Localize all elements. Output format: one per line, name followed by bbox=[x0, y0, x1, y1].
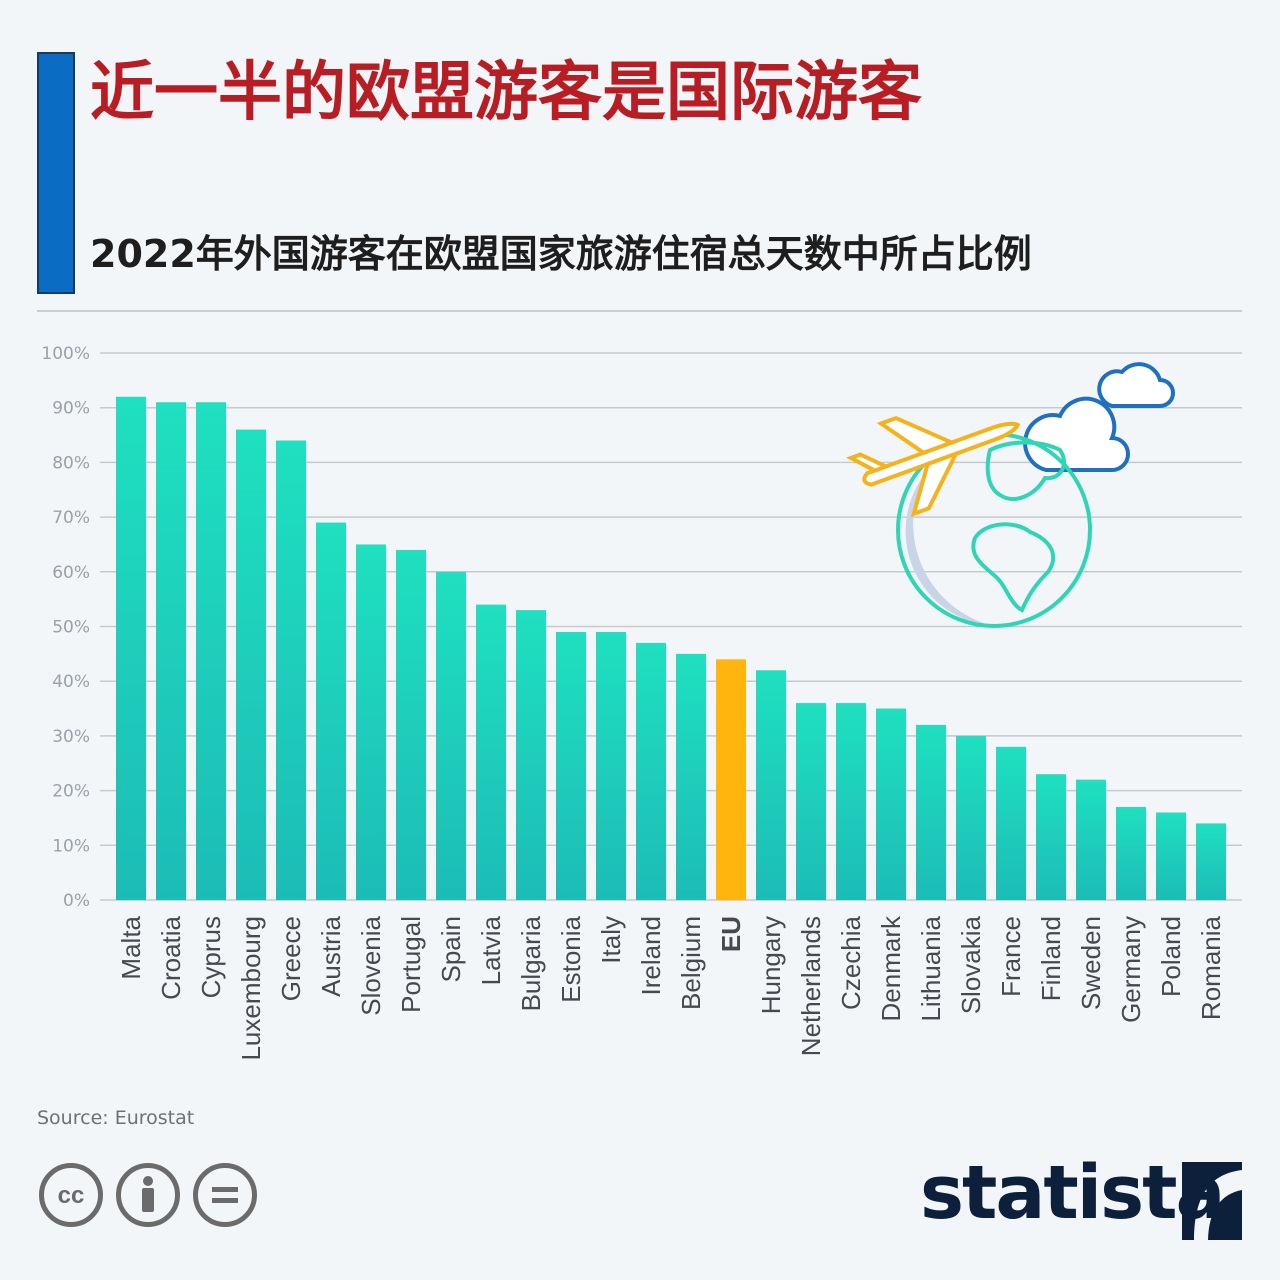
x-tick-label: Belgium bbox=[676, 916, 706, 1010]
x-tick-label: Bulgaria bbox=[516, 915, 546, 1011]
chart-subtitle: 2022年外国游客在欧盟国家旅游住宿总天数中所占比例 bbox=[90, 232, 1032, 276]
cloud-icon bbox=[1097, 362, 1175, 408]
chart-title: 近一半的欧盟游客是国际游客 bbox=[90, 56, 922, 130]
bar-portugal bbox=[396, 549, 426, 900]
x-tick-label: Czechia bbox=[836, 915, 866, 1009]
bars bbox=[116, 396, 1226, 900]
bar-czechia bbox=[836, 703, 866, 900]
x-tick-label: Croatia bbox=[156, 915, 186, 999]
x-tick-label: Austria bbox=[316, 915, 346, 996]
accent-bar bbox=[37, 52, 75, 294]
x-tick-label: Romania bbox=[1196, 915, 1226, 1020]
bar-estonia bbox=[556, 631, 586, 900]
bar-malta bbox=[116, 396, 146, 900]
x-tick-label: Sweden bbox=[1076, 916, 1106, 1010]
bar-cyprus bbox=[196, 402, 226, 900]
airplane-icon bbox=[846, 415, 1021, 517]
x-tick-label: Lithuania bbox=[916, 915, 946, 1021]
x-tick-label: Latvia bbox=[476, 915, 506, 985]
bar-greece bbox=[276, 440, 306, 900]
y-tick-label: 80% bbox=[52, 453, 90, 473]
y-tick-label: 20% bbox=[52, 782, 90, 802]
x-tick-label: Luxembourg bbox=[236, 916, 266, 1061]
y-axis-ticks: 0% 10% 20% 30% 40% 50% 60% 70% 80% 90% 100% bbox=[41, 344, 90, 911]
continent-shape bbox=[985, 440, 1066, 501]
no-derivatives-icon bbox=[193, 1163, 257, 1227]
x-tick-label: Netherlands bbox=[796, 916, 826, 1056]
x-tick-label: Denmark bbox=[876, 915, 906, 1021]
bar-eu bbox=[716, 659, 746, 900]
x-tick-label: Estonia bbox=[556, 915, 586, 1002]
x-tick-label: Slovenia bbox=[356, 915, 386, 1015]
bar-slovakia bbox=[956, 735, 986, 900]
bar-luxembourg bbox=[236, 429, 266, 900]
y-tick-label: 70% bbox=[52, 508, 90, 528]
creative-commons-icon: cc bbox=[39, 1163, 103, 1227]
x-tick-label: Portugal bbox=[396, 916, 426, 1013]
bar-denmark bbox=[876, 708, 906, 900]
y-tick-label: 50% bbox=[52, 618, 90, 638]
bar-latvia bbox=[476, 604, 506, 900]
attribution-icon bbox=[116, 1163, 180, 1227]
bar-romania bbox=[1196, 823, 1226, 900]
x-tick-label: Spain bbox=[436, 916, 466, 983]
globe-shadow bbox=[905, 470, 994, 626]
y-tick-label: 40% bbox=[52, 672, 90, 692]
continent-shape bbox=[971, 522, 1056, 613]
bar-spain bbox=[436, 571, 466, 900]
x-tick-label: Cyprus bbox=[196, 916, 226, 998]
x-tick-label: Poland bbox=[1156, 916, 1186, 997]
y-tick-label: 60% bbox=[52, 563, 90, 583]
bar-croatia bbox=[156, 402, 186, 900]
statista-logo: statista bbox=[920, 1150, 1250, 1240]
bar-poland bbox=[1156, 812, 1186, 900]
bar-hungary bbox=[756, 670, 786, 900]
bar-finland bbox=[1036, 774, 1066, 900]
bar-belgium bbox=[676, 653, 706, 900]
bar-ireland bbox=[636, 642, 666, 900]
bar-chart: 0% 10% 20% 30% 40% 50% 60% 70% 80% 90% 100% Malta C… bbox=[41, 344, 1242, 1061]
header-divider bbox=[37, 310, 1242, 312]
brand-mark-icon bbox=[1182, 1162, 1242, 1240]
bar-sweden bbox=[1076, 779, 1106, 900]
x-tick-label: Malta bbox=[116, 915, 146, 979]
svg-text:cc: cc bbox=[58, 1182, 85, 1209]
y-tick-label: 30% bbox=[52, 727, 90, 747]
bar-italy bbox=[596, 631, 626, 900]
bar-netherlands bbox=[796, 703, 826, 900]
x-tick-label: EU bbox=[716, 916, 746, 952]
cloud-icon bbox=[1023, 396, 1130, 472]
y-tick-label: 10% bbox=[52, 836, 90, 856]
x-tick-label: Finland bbox=[1036, 916, 1066, 1001]
travel-illustration bbox=[846, 362, 1175, 628]
bar-bulgaria bbox=[516, 610, 546, 900]
bar-germany bbox=[1116, 807, 1146, 900]
y-tick-label: 90% bbox=[52, 399, 90, 419]
brand-wordmark: statista bbox=[920, 1150, 1225, 1236]
x-tick-label: Ireland bbox=[636, 916, 666, 996]
x-tick-label: Italy bbox=[596, 916, 626, 964]
bar-slovenia bbox=[356, 544, 386, 900]
bar-austria bbox=[316, 522, 346, 900]
x-tick-label: Greece bbox=[276, 916, 306, 1001]
x-tick-label: Germany bbox=[1116, 916, 1146, 1023]
bar-lithuania bbox=[916, 724, 946, 900]
bar-france bbox=[996, 746, 1026, 900]
x-tick-label: Hungary bbox=[756, 916, 786, 1014]
y-tick-label: 0% bbox=[63, 891, 90, 911]
x-tick-label: France bbox=[996, 916, 1026, 997]
x-tick-label: Slovakia bbox=[956, 915, 986, 1014]
source-note: Source: Eurostat bbox=[37, 1107, 195, 1129]
x-axis-labels: Malta Croatia Cyprus Luxembourg Greece Austri… bbox=[116, 915, 1226, 1061]
y-tick-label: 100% bbox=[41, 344, 90, 364]
